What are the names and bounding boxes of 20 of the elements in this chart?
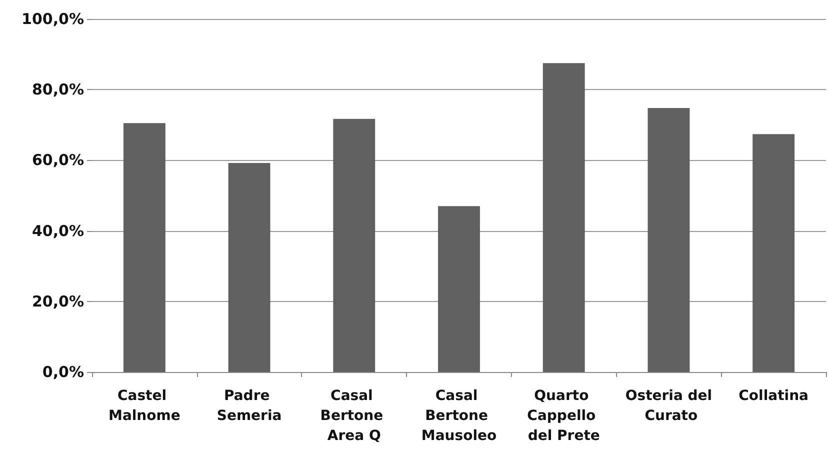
bar <box>542 63 585 372</box>
x-tick-label: Padre Semeria <box>216 388 282 424</box>
x-tick-label: Collatina <box>738 388 808 404</box>
x-tick-label: Casal Bertone Mausoleo <box>421 388 497 444</box>
y-tick-label: 60,0% <box>32 151 84 170</box>
x-tick-label: Castel Malnome <box>108 388 180 424</box>
y-tick-label: 40,0% <box>32 222 84 240</box>
x-tick-label: Quarto Cappello del Prete <box>527 388 601 444</box>
bar <box>123 123 166 372</box>
y-tick-label: 0,0% <box>42 363 84 381</box>
bar <box>333 118 376 372</box>
y-tick-label: 100,0% <box>22 10 84 28</box>
bar <box>438 206 480 372</box>
x-tick-label: Casal Bertone Area Q <box>320 388 388 444</box>
bar <box>228 163 270 372</box>
y-tick-label: 80,0% <box>32 80 84 99</box>
y-tick-label: 20,0% <box>32 292 84 310</box>
x-tick-label: Osteria del Curato <box>625 388 712 424</box>
bar <box>648 108 690 372</box>
bar <box>752 134 795 372</box>
